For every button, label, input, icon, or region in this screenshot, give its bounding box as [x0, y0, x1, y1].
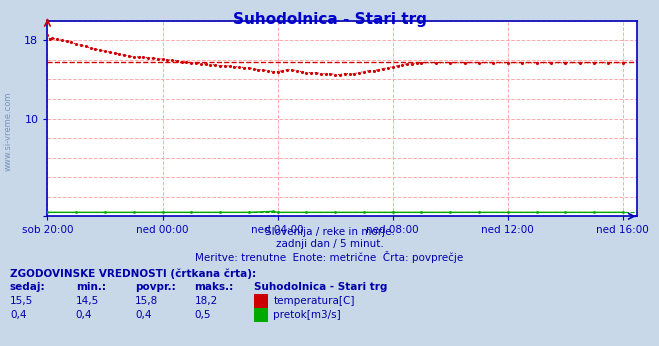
Text: Suhodolnica - Stari trg: Suhodolnica - Stari trg [233, 12, 426, 27]
Text: Suhodolnica - Stari trg: Suhodolnica - Stari trg [254, 282, 387, 292]
Text: 0,4: 0,4 [10, 310, 26, 320]
Text: 15,8: 15,8 [135, 296, 158, 306]
Text: pretok[m3/s]: pretok[m3/s] [273, 310, 341, 320]
Text: povpr.:: povpr.: [135, 282, 176, 292]
Text: temperatura[C]: temperatura[C] [273, 296, 355, 306]
Text: maks.:: maks.: [194, 282, 234, 292]
Text: 15,5: 15,5 [10, 296, 33, 306]
Text: Slovenija / reke in morje.: Slovenija / reke in morje. [264, 227, 395, 237]
Text: 14,5: 14,5 [76, 296, 99, 306]
Text: 0,5: 0,5 [194, 310, 211, 320]
Text: ZGODOVINSKE VREDNOSTI (črtkana črta):: ZGODOVINSKE VREDNOSTI (črtkana črta): [10, 268, 256, 279]
Text: min.:: min.: [76, 282, 106, 292]
Text: zadnji dan / 5 minut.: zadnji dan / 5 minut. [275, 239, 384, 249]
Text: 0,4: 0,4 [76, 310, 92, 320]
Text: 0,4: 0,4 [135, 310, 152, 320]
Text: Meritve: trenutne  Enote: metrične  Črta: povprečje: Meritve: trenutne Enote: metrične Črta: … [195, 251, 464, 263]
Text: 18,2: 18,2 [194, 296, 217, 306]
Text: sedaj:: sedaj: [10, 282, 45, 292]
Text: www.si-vreme.com: www.si-vreme.com [3, 92, 13, 171]
